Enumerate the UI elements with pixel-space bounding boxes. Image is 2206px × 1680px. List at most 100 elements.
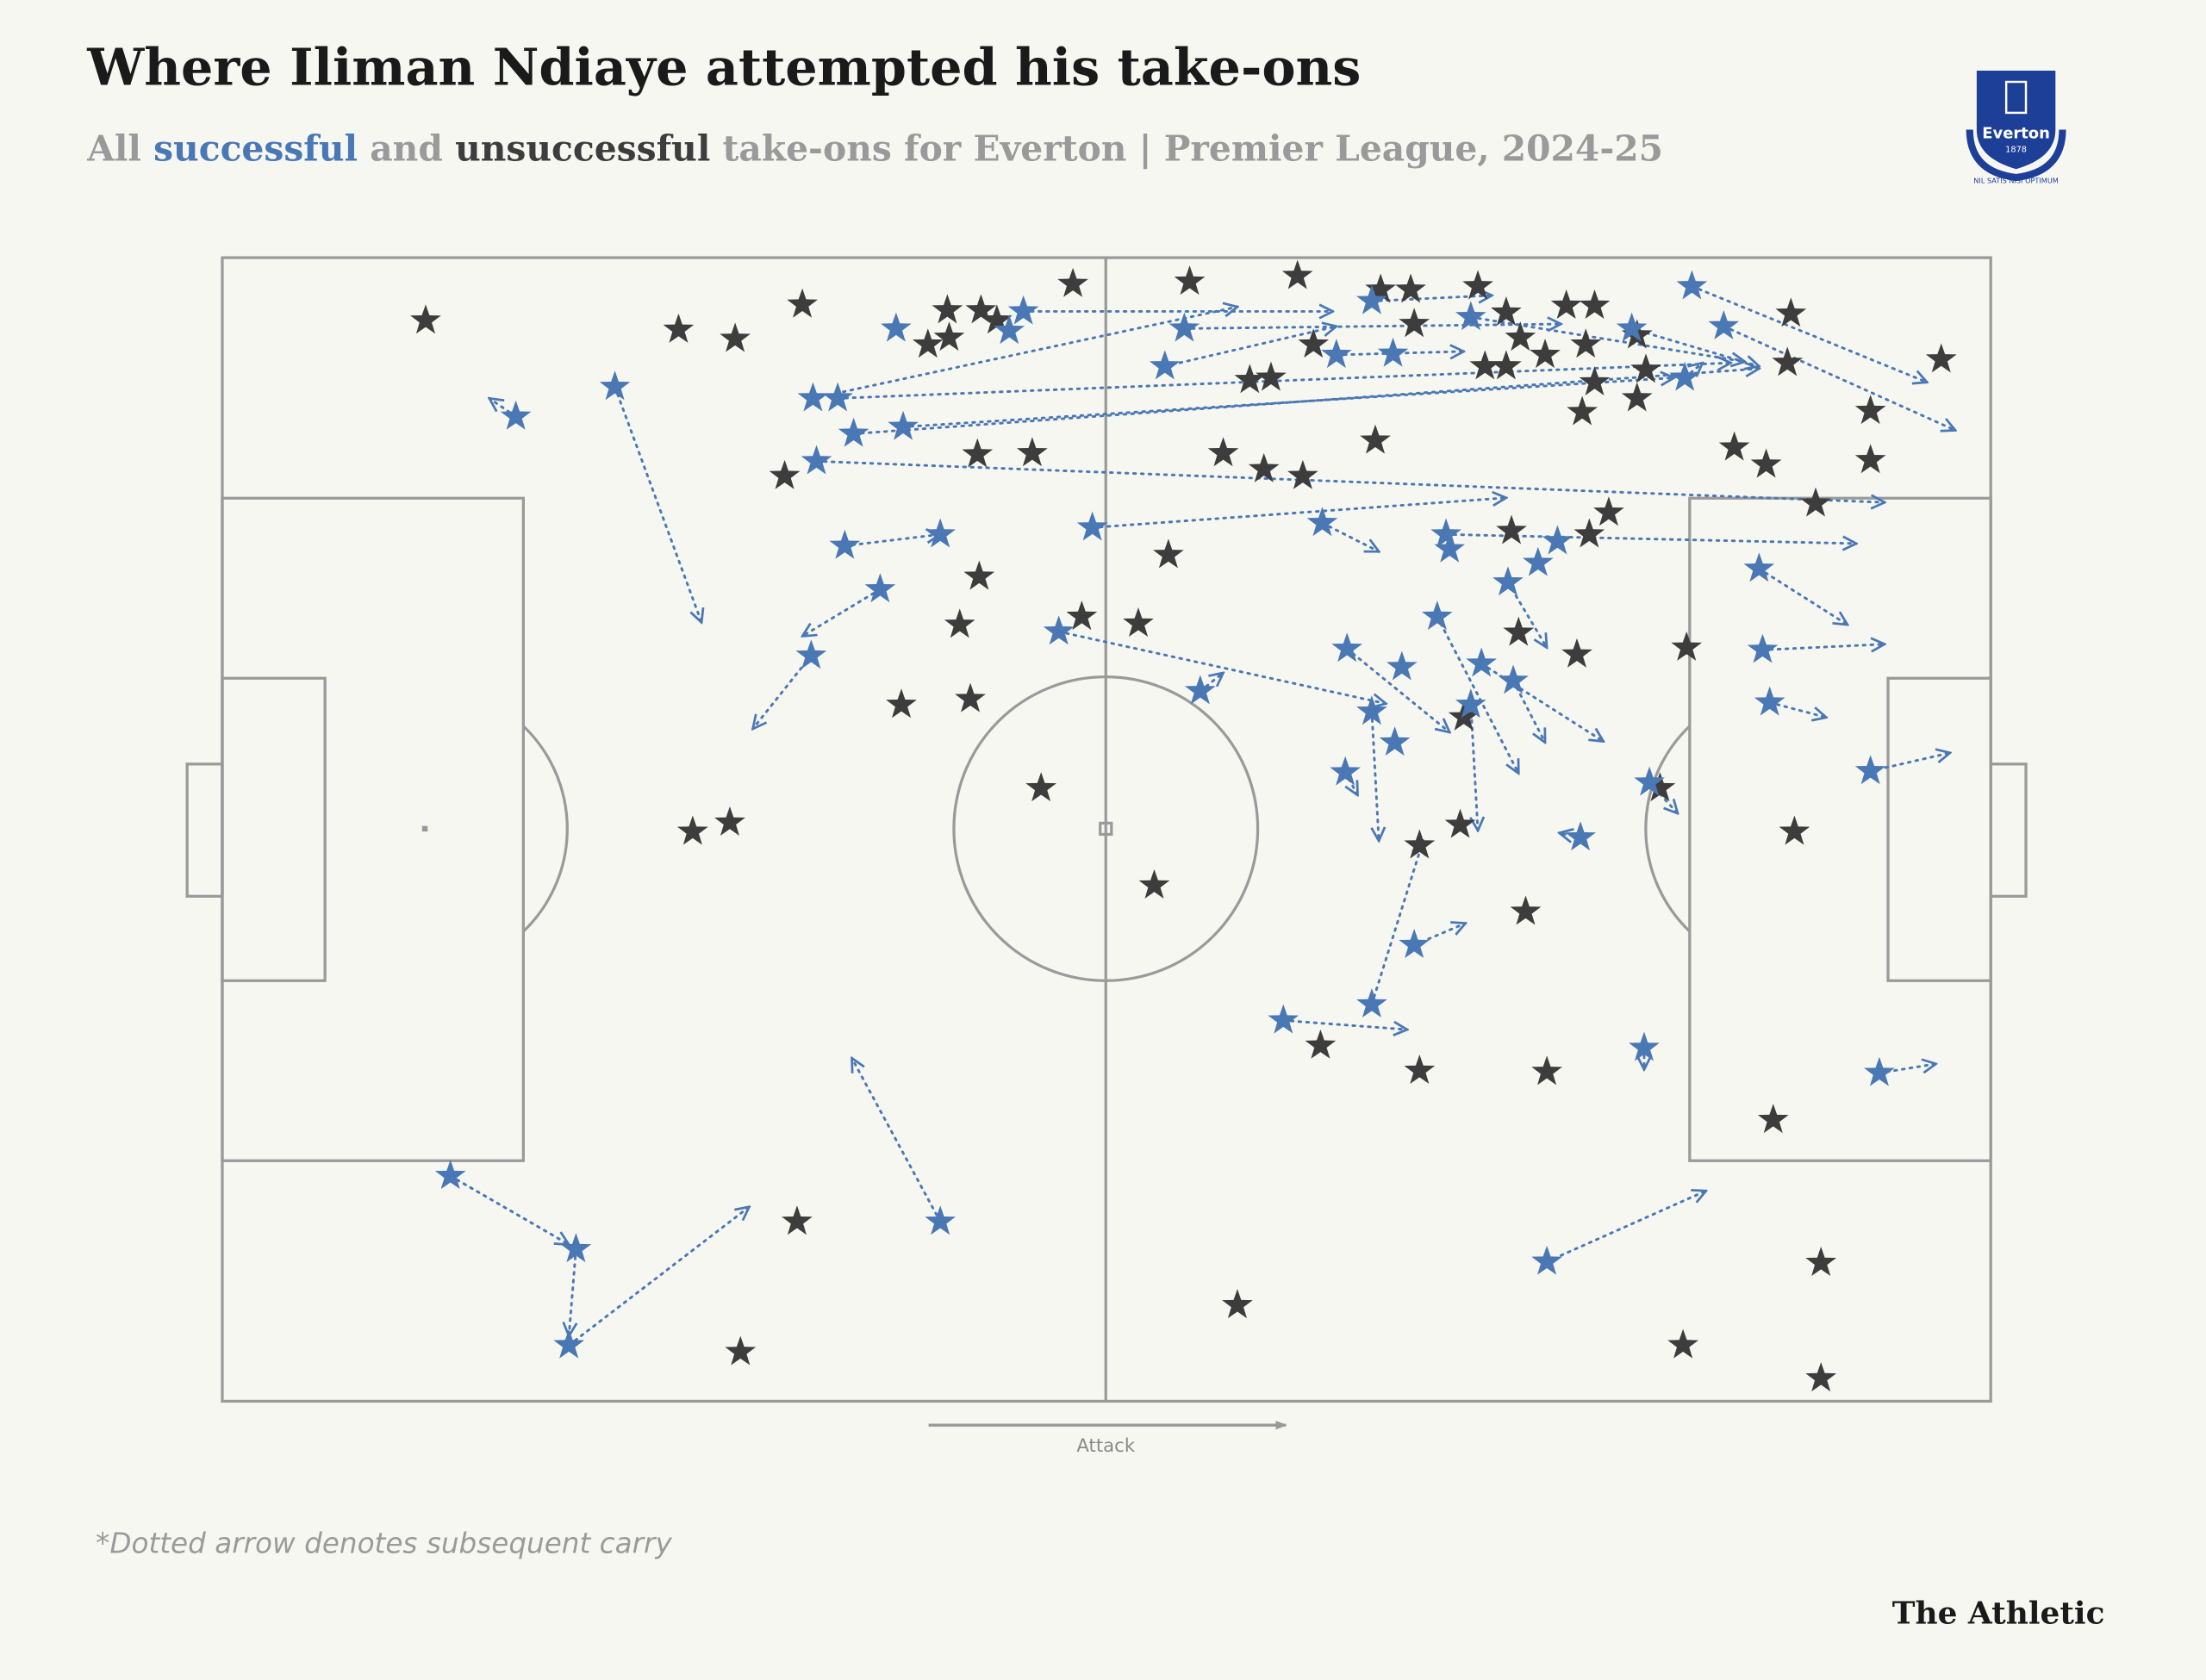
take-on-star [1399,308,1430,338]
take-on-star [1469,350,1501,380]
carry-arrow [1370,841,1424,1006]
take-on-star [1669,361,1701,391]
carry-arrow [811,307,1237,400]
take-on-star [1430,518,1461,548]
carry-arrow [1545,1191,1706,1263]
take-on-star [886,688,917,719]
take-on-star [1281,259,1313,289]
badge-name: Everton [1982,124,2050,142]
take-on-star [1174,265,1206,296]
take-on-star [1492,566,1524,596]
take-on-star [1573,518,1605,548]
take-on-star [1298,328,1330,358]
carry-arrow [1630,327,1760,366]
take-on-star [1718,431,1750,461]
take-on-star [1567,395,1598,426]
carry-arrow [1760,644,1885,650]
take-on-star [1153,538,1184,569]
take-on-star [787,288,818,318]
take-on-star [795,639,827,669]
badge-year: 1878 [2005,146,2027,155]
take-on-star [1925,343,1957,373]
take-on-star [599,370,631,401]
carry-arrow [1091,498,1506,529]
take-on-star [1800,487,1831,517]
take-on-star [553,1328,585,1359]
take-on-star [1854,395,1886,425]
take-on-star [888,410,919,440]
take-on-star [1287,459,1318,489]
take-on-star [1491,350,1522,380]
take-on-star [1168,312,1200,342]
take-on-star [1531,1245,1562,1275]
take-on-star [1306,507,1338,537]
take-on-star [1542,525,1573,555]
take-on-star [1772,346,1804,376]
take-on-star [1565,821,1596,851]
take-on-star [1025,772,1057,802]
take-on-star [1750,448,1782,478]
carry-arrow [1757,567,1848,625]
marks [410,259,1957,1392]
take-on-star [801,445,832,475]
carry-arrow [1480,662,1604,741]
take-on-star [925,1205,957,1235]
take-on-star [1057,267,1088,297]
take-on-star [1805,1362,1837,1392]
carry-arrow [836,363,1730,400]
carry-arrow [1869,753,1950,773]
take-on-star [1579,365,1611,395]
take-on-star [829,529,861,559]
take-on-star [1444,808,1476,838]
take-on-star [1360,424,1391,454]
take-on-star [1377,337,1409,367]
take-on-star [1043,615,1075,645]
take-on-star [1496,514,1527,544]
take-on-star [1498,664,1529,694]
chart-title: Where Iliman Ndiaye attempted his take-o… [86,37,1361,96]
take-on-star [1356,695,1387,725]
carry-arrow [1199,673,1224,693]
take-on-star [1404,829,1436,859]
carry-arrow [569,1248,576,1336]
take-on-star [1522,546,1554,576]
take-on-star [1184,675,1216,705]
take-on-star [1421,600,1453,631]
carry-arrow [1722,325,1955,431]
carry-arrow [851,1058,942,1223]
carry-arrow [1471,703,1478,831]
take-on-star [676,815,708,845]
subtitle-text: All [86,128,141,169]
take-on-star [1593,496,1624,526]
take-on-star [720,322,751,352]
carry-arrow [1690,284,1927,382]
take-on-star [864,573,896,603]
take-on-star [1321,339,1352,369]
subtitle-text: take-ons for Everton | Premier League, 2… [723,128,1663,170]
take-on-star [1007,295,1039,325]
carry-arrow [802,588,882,636]
take-on-star [1462,270,1493,300]
take-on-star [1305,1029,1337,1059]
take-on-star [994,314,1025,345]
take-on-star [1395,273,1426,303]
take-on-star [1356,988,1387,1018]
take-on-star [1671,631,1703,661]
take-on-star [1207,437,1239,467]
take-on-star [1331,632,1363,663]
take-on-star [933,321,965,352]
take-on-star [1256,361,1287,391]
take-on-star [1634,766,1665,796]
take-on-star [1805,1247,1837,1277]
carry-arrow [614,385,702,622]
subtitle-text: and [370,128,443,169]
carry-arrow [1057,630,1387,704]
take-on-star [434,1160,466,1190]
carry-arrow [1370,296,1492,302]
carry-arrow [1182,324,1561,328]
take-on-star [1123,607,1154,638]
take-on-star [725,1335,757,1366]
take-on-star [1579,289,1611,320]
take-on-star [1550,289,1582,320]
